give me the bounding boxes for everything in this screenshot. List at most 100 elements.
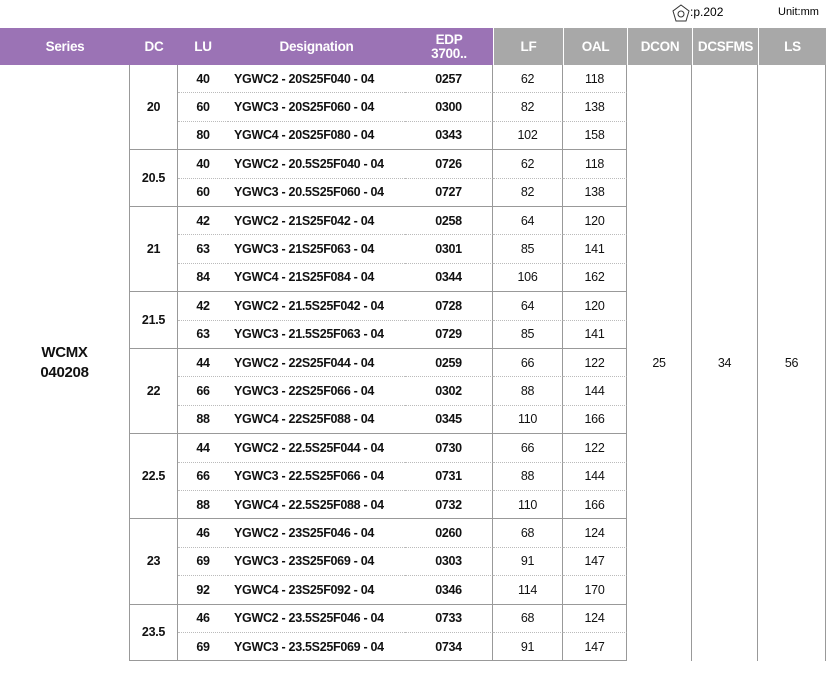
oal-cell: 138 (563, 178, 627, 207)
edp-cell: 0258 (405, 207, 493, 236)
unit: Unit:mm (778, 6, 819, 18)
lf-cell: 88 (493, 462, 563, 491)
designation-cell: YGWC3 - 20.5S25F060 - 04 (228, 179, 405, 207)
oal-cell: 141 (563, 320, 627, 349)
designation-cell: YGWC3 - 22.5S25F066 - 04 (228, 463, 405, 491)
designation-cell: YGWC2 - 23.5S25F046 - 04 (228, 605, 405, 633)
designation-cell: YGWC3 - 23S25F069 - 04 (228, 548, 405, 577)
lu-cell: 88 (178, 491, 228, 520)
lu-cell: 80 (178, 122, 228, 151)
edp-cell: 0733 (405, 604, 493, 633)
column-header: Designation (228, 28, 405, 65)
lf-cell: 82 (493, 178, 563, 207)
lu-cell: 44 (178, 349, 228, 378)
lu-cell: 92 (178, 576, 228, 605)
lu-cell: 63 (178, 235, 228, 264)
dcsfms-cell: 34 (692, 65, 758, 662)
edp-cell: 0345 (405, 405, 493, 435)
lf-cell: 66 (493, 434, 563, 463)
dc-cell: 23.5 (130, 604, 178, 662)
column-header: EDP 3700.. (405, 28, 493, 65)
header-line: 3700.. (431, 45, 467, 61)
lf-cell: 88 (493, 377, 563, 406)
edp-cell: 0727 (405, 178, 493, 207)
designation-cell: YGWC3 - 22S25F066 - 04 (228, 377, 405, 406)
lu-cell: 69 (178, 633, 228, 662)
oal-cell: 166 (563, 405, 627, 435)
header-line: EDP (435, 31, 463, 47)
column-header: DCSFMS (692, 28, 758, 65)
designation-cell: YGWC2 - 23S25F046 - 04 (228, 519, 405, 548)
edp-cell: 0344 (405, 263, 493, 293)
insert-icon (672, 4, 690, 22)
lu-cell: 46 (178, 519, 228, 548)
column-header: LF (493, 28, 563, 65)
edp-cell: 0257 (405, 65, 493, 94)
designation-cell: YGWC2 - 20.5S25F040 - 04 (228, 150, 405, 179)
oal-cell: 162 (563, 263, 627, 293)
lf-cell: 85 (493, 320, 563, 349)
designation-cell: YGWC4 - 21S25F084 - 04 (228, 264, 405, 293)
column-header: LU (178, 28, 228, 65)
oal-cell: 166 (563, 491, 627, 520)
edp-cell: 0732 (405, 491, 493, 520)
lu-cell: 84 (178, 264, 228, 293)
lu-cell: 66 (178, 463, 228, 491)
column-header: DCON (627, 28, 692, 65)
dc-cell: 21.5 (130, 292, 178, 349)
designation-cell: YGWC3 - 23.5S25F069 - 04 (228, 633, 405, 662)
oal-cell: 141 (563, 235, 627, 264)
lf-cell: 110 (493, 491, 563, 520)
lu-cell: 46 (178, 605, 228, 633)
lf-cell: 91 (493, 547, 563, 577)
designation-cell: YGWC2 - 21.5S25F042 - 04 (228, 292, 405, 321)
designation-cell: YGWC3 - 21S25F063 - 04 (228, 235, 405, 264)
dcon-cell: 25 (627, 65, 692, 662)
lu-cell: 88 (178, 406, 228, 435)
oal-cell: 170 (563, 576, 627, 605)
oal-cell: 122 (563, 349, 627, 378)
designation-cell: YGWC4 - 20S25F080 - 04 (228, 122, 405, 151)
series-line: 040208 (40, 364, 89, 382)
lu-cell: 42 (178, 207, 228, 236)
oal-cell: 120 (563, 207, 627, 236)
column-header: OAL (563, 28, 627, 65)
lf-cell: 91 (493, 633, 563, 662)
dc-cell: 21 (130, 207, 178, 293)
lf-cell: 82 (493, 93, 563, 122)
designation-cell: YGWC4 - 22S25F088 - 04 (228, 406, 405, 435)
lf-cell: 102 (493, 121, 563, 151)
lu-cell: 63 (178, 321, 228, 349)
dc-cell: 22.5 (130, 434, 178, 520)
oal-cell: 147 (563, 633, 627, 662)
lf-cell: 85 (493, 235, 563, 264)
edp-cell: 0259 (405, 349, 493, 378)
oal-cell: 144 (563, 462, 627, 491)
lu-cell: 66 (178, 377, 228, 406)
designation-cell: YGWC3 - 20S25F060 - 04 (228, 93, 405, 122)
oal-cell: 118 (563, 150, 627, 179)
column-header: LS (758, 28, 826, 65)
lf-cell: 68 (493, 519, 563, 548)
designation-cell: YGWC4 - 22.5S25F088 - 04 (228, 491, 405, 520)
designation-cell: YGWC2 - 21S25F042 - 04 (228, 207, 405, 236)
edp-cell: 0260 (405, 519, 493, 548)
edp-cell: 0734 (405, 633, 493, 662)
series-cell: WCMX 040208 (0, 65, 130, 662)
designation-cell: YGWC4 - 23S25F092 - 04 (228, 576, 405, 605)
page-reference: :p.202 (690, 5, 724, 19)
designation-cell: YGWC2 - 20S25F040 - 04 (228, 65, 405, 94)
lf-cell: 64 (493, 292, 563, 321)
dc-cell: 22 (130, 349, 178, 435)
dc-cell: 20.5 (130, 150, 178, 207)
edp-cell: 0730 (405, 434, 493, 463)
ls-cell: 56 (758, 65, 826, 662)
oal-cell: 158 (563, 121, 627, 151)
edp-cell: 0343 (405, 121, 493, 151)
oal-cell: 122 (563, 434, 627, 463)
edp-cell: 0301 (405, 235, 493, 264)
dc-cell: 23 (130, 519, 178, 605)
lu-cell: 40 (178, 150, 228, 179)
dc-cell: 20 (130, 65, 178, 151)
